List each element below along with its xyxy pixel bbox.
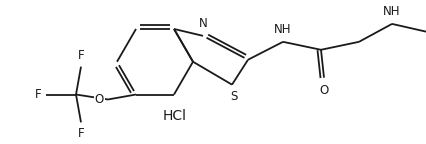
Text: F: F <box>78 127 84 140</box>
Text: N: N <box>198 17 207 30</box>
Text: NH: NH <box>273 23 291 36</box>
Text: F: F <box>35 88 42 101</box>
Text: NH: NH <box>383 5 400 18</box>
Text: HCl: HCl <box>163 109 187 123</box>
Text: S: S <box>230 90 237 103</box>
Text: O: O <box>95 93 104 106</box>
Text: O: O <box>319 84 328 97</box>
Text: F: F <box>78 49 84 62</box>
